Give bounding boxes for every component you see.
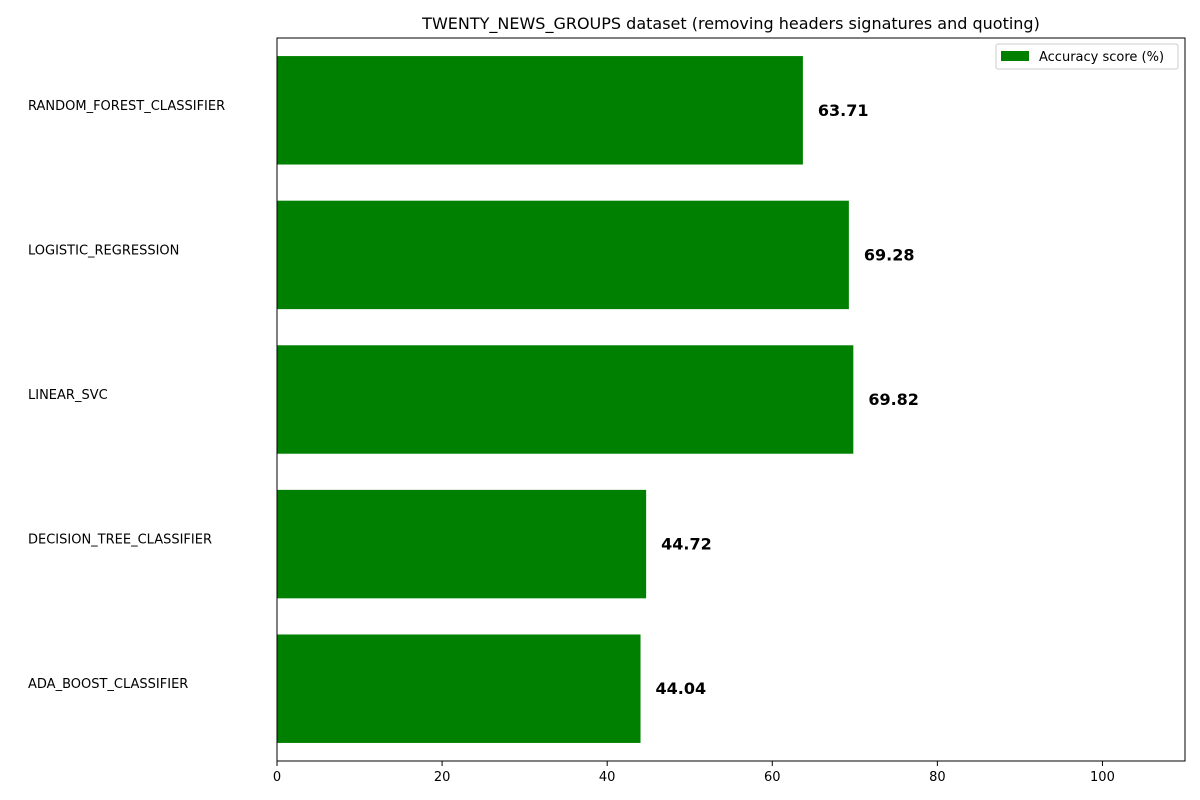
x-tick-label: 20 [434,770,451,785]
bar [277,489,647,599]
bar [277,56,803,165]
legend-swatch [1001,51,1029,61]
x-tick-label: 100 [1090,770,1115,785]
bars-layer [277,56,854,743]
bar [277,634,641,743]
category-label: ADA_BOOST_CLASSIFIER [28,677,188,692]
legend-label: Accuracy score (%) [1039,50,1164,65]
x-tick-label: 0 [273,770,281,785]
legend-box [995,43,1179,70]
category-label: LOGISTIC_REGRESSION [28,243,179,258]
plot-frame [276,37,1186,762]
value-label: 44.04 [656,679,707,698]
x-tick-label: 80 [929,770,946,785]
axes-layer: 0 20 40 60 80 100 [273,37,1186,785]
value-label: 63.71 [818,101,869,120]
category-label: DECISION_TREE_CLASSIFIER [28,533,212,548]
labels-layer: RANDOM_FOREST_CLASSIFIER 63.71 LOGISTIC_RE… [28,99,919,698]
category-label: LINEAR_SVC [28,388,108,403]
bar [277,345,854,454]
bar [277,200,849,310]
chart-title: TWENTY_NEWS_GROUPS dataset (removing hea… [421,14,1040,34]
legend: Accuracy score (%) [995,43,1179,70]
x-tick-label: 60 [764,770,781,785]
value-label: 69.82 [868,390,919,409]
category-label: RANDOM_FOREST_CLASSIFIER [28,99,225,114]
x-tick-label: 40 [599,770,616,785]
value-label: 69.28 [864,245,915,264]
value-label: 44.72 [661,535,712,554]
